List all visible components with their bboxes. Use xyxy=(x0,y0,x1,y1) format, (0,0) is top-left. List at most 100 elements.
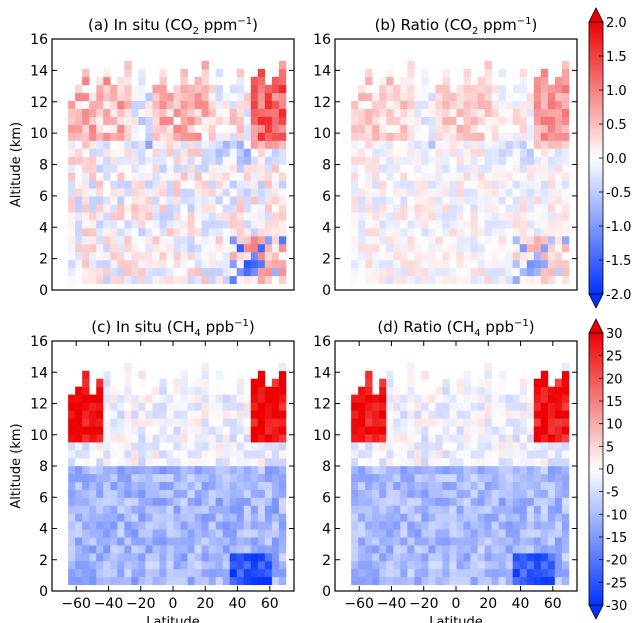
heatmap-cell xyxy=(243,188,252,197)
heatmap-cell xyxy=(561,267,570,277)
heatmap-cell xyxy=(498,465,507,475)
heatmap-cell xyxy=(484,228,492,237)
heatmap-cell xyxy=(477,92,485,102)
heatmap-cell xyxy=(271,100,280,109)
heatmap-cell xyxy=(421,172,429,181)
heatmap-cell xyxy=(222,259,231,269)
heatmap-cell xyxy=(152,108,160,117)
y-tick-label: 6 xyxy=(39,189,48,205)
heatmap-cell xyxy=(428,560,436,570)
heatmap-cell xyxy=(166,576,174,586)
heatmap-cell xyxy=(379,378,387,387)
heatmap-cell xyxy=(365,204,373,213)
heatmap-cell xyxy=(68,465,76,475)
heatmap-cell xyxy=(194,576,202,586)
heatmap-cell xyxy=(491,497,499,506)
heatmap-cell xyxy=(393,545,401,554)
heatmap-cell xyxy=(414,457,422,467)
heatmap-cell xyxy=(124,537,132,546)
heatmap-cell xyxy=(215,156,224,165)
heatmap-cell xyxy=(180,172,188,181)
heatmap-cell xyxy=(393,505,401,514)
heatmap-cell xyxy=(243,481,252,490)
heatmap-cell xyxy=(208,204,216,213)
heatmap-cell xyxy=(477,251,485,261)
heatmap-cell xyxy=(194,243,202,253)
heatmap-cell xyxy=(117,140,125,149)
heatmap-cell xyxy=(187,553,195,562)
heatmap-cell xyxy=(414,529,422,538)
heatmap-cell xyxy=(512,402,521,411)
heatmap-cell xyxy=(103,450,111,459)
heatmap-cell xyxy=(414,394,422,403)
heatmap-cell xyxy=(75,84,83,94)
heatmap-cell xyxy=(117,378,125,387)
heatmap-cell xyxy=(222,545,231,554)
heatmap-cell xyxy=(110,148,118,157)
heatmap-cell xyxy=(540,513,549,522)
heatmap-cell xyxy=(519,497,528,506)
heatmap-cell xyxy=(351,92,359,102)
heatmap-cell xyxy=(484,84,492,94)
heatmap-cell xyxy=(194,275,202,285)
heatmap-cell xyxy=(278,481,287,490)
heatmap-cell xyxy=(166,560,174,570)
heatmap-cell xyxy=(117,76,125,86)
y-tick-label: 16 xyxy=(30,334,48,350)
heatmap-cell xyxy=(152,465,160,475)
heatmap-cell xyxy=(82,481,90,490)
y-tick-label: 12 xyxy=(30,397,48,413)
heatmap-cell xyxy=(540,402,549,411)
heatmap-cell xyxy=(68,100,76,109)
heatmap-cell xyxy=(365,275,373,285)
heatmap-cell xyxy=(393,394,401,403)
heatmap-cell xyxy=(414,92,422,102)
heatmap-cell xyxy=(110,410,118,419)
heatmap-cell xyxy=(400,148,408,157)
heatmap-cell xyxy=(470,148,478,157)
heatmap-cell xyxy=(236,212,245,221)
heatmap-cell xyxy=(201,545,209,554)
heatmap-cell xyxy=(540,568,549,578)
heatmap-cell xyxy=(470,124,478,133)
heatmap-cell xyxy=(379,259,387,269)
heatmap-cell xyxy=(428,442,436,451)
heatmap-cell xyxy=(222,235,231,245)
heatmap-cell xyxy=(547,243,556,253)
heatmap-cell xyxy=(358,418,366,427)
heatmap-cell xyxy=(442,497,450,506)
heatmap-cell xyxy=(428,164,436,173)
heatmap-cell xyxy=(152,505,160,514)
heatmap-cell xyxy=(89,235,97,245)
heatmap-cell xyxy=(257,457,266,467)
heatmap-cell xyxy=(187,259,195,269)
heatmap-cell xyxy=(215,68,224,78)
heatmap-cell xyxy=(386,116,394,125)
heatmap-cell xyxy=(264,386,273,395)
heatmap-cell xyxy=(498,68,507,78)
heatmap-cell xyxy=(554,196,563,205)
y-axis-label: Altitude (km) xyxy=(9,122,24,207)
heatmap-cell xyxy=(498,116,507,125)
heatmap-cell xyxy=(236,426,245,435)
heatmap-cell xyxy=(257,172,266,181)
y-tick-label: 0 xyxy=(39,283,48,299)
heatmap-cell xyxy=(236,442,245,451)
heatmap-cell xyxy=(554,560,563,570)
heatmap-cell xyxy=(110,457,118,467)
heatmap-cell xyxy=(236,473,245,483)
heatmap-cell xyxy=(75,473,83,483)
heatmap-cell xyxy=(278,386,287,395)
heatmap-cell xyxy=(393,450,401,459)
heatmap-cell xyxy=(138,434,146,443)
heatmap-cell xyxy=(358,465,366,475)
heatmap-cell xyxy=(498,235,507,245)
heatmap-cell xyxy=(386,172,394,181)
heatmap-cell xyxy=(68,576,76,586)
heatmap-cell xyxy=(547,84,556,94)
heatmap-cell xyxy=(124,124,132,133)
heatmap-cell xyxy=(89,148,97,157)
heatmap-cell xyxy=(152,560,160,570)
heatmap-cell xyxy=(428,450,436,459)
heatmap-cell xyxy=(264,489,273,498)
